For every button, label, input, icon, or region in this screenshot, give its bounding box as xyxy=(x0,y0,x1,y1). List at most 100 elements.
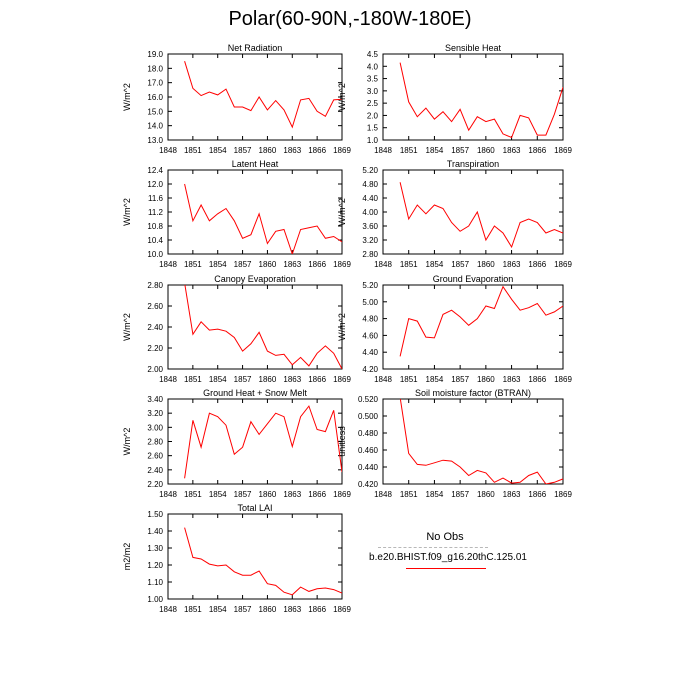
x-tick-label: 1863 xyxy=(503,146,521,155)
x-tick-label: 1854 xyxy=(426,146,444,155)
x-tick-label: 1869 xyxy=(554,490,572,499)
y-tick-label: 2.40 xyxy=(147,323,163,332)
x-tick-label: 1848 xyxy=(159,146,177,155)
x-tick-label: 1851 xyxy=(184,375,202,384)
x-tick-label: 1848 xyxy=(159,605,177,614)
y-tick-label: 3.5 xyxy=(367,75,379,84)
x-tick-label: 1860 xyxy=(259,146,277,155)
plot-frame xyxy=(382,169,564,255)
x-tick-label: 1848 xyxy=(159,490,177,499)
y-tick-label: 0.460 xyxy=(358,446,379,455)
x-tick-label: 1863 xyxy=(283,260,301,269)
x-tick-label: 1866 xyxy=(308,260,326,269)
x-tick-label: 1866 xyxy=(528,375,546,384)
x-tick-label: 1860 xyxy=(477,146,495,155)
y-tick-label: 2.20 xyxy=(147,344,163,353)
chart-title: Ground Evaporation xyxy=(433,274,514,284)
y-tick-label: 3.20 xyxy=(362,236,378,245)
y-tick-label: 1.0 xyxy=(367,136,379,145)
chart-title: Net Radiation xyxy=(228,43,283,53)
y-tick-label: 2.5 xyxy=(367,99,379,108)
y-tick-label: 1.50 xyxy=(147,510,163,519)
y-tick-label: 4.20 xyxy=(362,365,378,374)
y-tick-label: 14.0 xyxy=(147,122,163,131)
series-line xyxy=(184,405,342,479)
plot-frame xyxy=(167,398,343,485)
x-tick-label: 1851 xyxy=(184,260,202,269)
x-tick-label: 1854 xyxy=(426,490,444,499)
x-tick-label: 1857 xyxy=(234,490,252,499)
x-tick-label: 1860 xyxy=(259,260,277,269)
x-tick-label: 1863 xyxy=(283,375,301,384)
x-tick-label: 1866 xyxy=(528,490,546,499)
x-tick-label: 1848 xyxy=(374,375,392,384)
x-tick-label: 1860 xyxy=(477,490,495,499)
plot-frame xyxy=(382,53,564,141)
chart-title: Latent Heat xyxy=(232,159,279,169)
x-tick-label: 1860 xyxy=(259,490,277,499)
x-tick-label: 1869 xyxy=(554,146,572,155)
x-tick-label: 1863 xyxy=(283,146,301,155)
x-tick-label: 1857 xyxy=(451,490,469,499)
series-line xyxy=(399,182,563,249)
x-tick-label: 1854 xyxy=(426,260,444,269)
x-tick-label: 1854 xyxy=(209,375,227,384)
y-tick-label: 3.00 xyxy=(147,423,163,432)
legend-run-line xyxy=(406,568,486,569)
y-tick-label: 2.40 xyxy=(147,466,163,475)
x-tick-label: 1869 xyxy=(333,260,351,269)
series-line xyxy=(184,61,342,129)
y-tick-label: 4.40 xyxy=(362,348,378,357)
x-tick-label: 1866 xyxy=(308,146,326,155)
y-axis-label: W/m^2 xyxy=(122,83,132,111)
x-tick-label: 1848 xyxy=(159,375,177,384)
y-tick-label: 4.40 xyxy=(362,194,378,203)
x-tick-label: 1851 xyxy=(184,146,202,155)
y-axis-label: W/m^2 xyxy=(122,428,132,456)
y-tick-label: 1.20 xyxy=(147,561,163,570)
chart-title: Total LAI xyxy=(237,503,272,513)
x-tick-label: 1851 xyxy=(400,490,418,499)
x-tick-label: 1869 xyxy=(333,146,351,155)
y-tick-label: 0.500 xyxy=(358,412,379,421)
y-tick-label: 4.60 xyxy=(362,331,378,340)
x-tick-label: 1854 xyxy=(209,260,227,269)
x-tick-label: 1863 xyxy=(503,490,521,499)
chart-panel-2: Latent Heat W/m^2 10.0 10.4 10.8 11.2 11.6 12.0… xyxy=(122,159,351,269)
x-tick-label: 1866 xyxy=(308,490,326,499)
x-tick-label: 1866 xyxy=(308,605,326,614)
x-tick-label: 1857 xyxy=(234,146,252,155)
x-tick-label: 1851 xyxy=(400,260,418,269)
x-tick-label: 1869 xyxy=(554,375,572,384)
series-line xyxy=(184,285,342,369)
y-tick-label: 17.0 xyxy=(147,79,163,88)
x-tick-label: 1851 xyxy=(400,146,418,155)
y-tick-label: 18.0 xyxy=(147,64,163,73)
y-tick-label: 5.20 xyxy=(362,281,378,290)
x-tick-label: 1848 xyxy=(159,260,177,269)
x-tick-label: 1869 xyxy=(333,605,351,614)
plot-frame xyxy=(167,169,343,255)
x-tick-label: 1857 xyxy=(451,375,469,384)
y-tick-label: 12.4 xyxy=(147,166,163,175)
chart-panel-0: Net Radiation W/m^2 13.0 14.0 15.0 16.0 17.0 18… xyxy=(122,43,351,155)
x-tick-label: 1860 xyxy=(477,260,495,269)
legend-no-obs-label: No Obs xyxy=(426,531,464,543)
chart-panel-3: Transpiration W/m^2 2.80 3.20 3.60 4.00 4.40 4.… xyxy=(337,159,572,269)
x-tick-label: 1848 xyxy=(374,490,392,499)
x-tick-label: 1866 xyxy=(308,375,326,384)
y-tick-label: 1.10 xyxy=(147,578,163,587)
y-tick-label: 16.0 xyxy=(147,93,163,102)
series-line xyxy=(399,62,563,139)
y-axis-label: W/m^2 xyxy=(337,313,347,341)
x-tick-label: 1860 xyxy=(477,375,495,384)
x-tick-label: 1860 xyxy=(259,605,277,614)
series-line xyxy=(399,285,563,357)
y-tick-label: 15.0 xyxy=(147,107,163,116)
series-line xyxy=(184,527,342,596)
y-tick-label: 0.520 xyxy=(358,395,379,404)
chart-panel-1: Sensible Heat W/m^2 1.0 1.5 2.0 2.5 3.0 3.5 4.0 4… xyxy=(337,43,572,155)
x-tick-label: 1857 xyxy=(234,260,252,269)
y-tick-label: 10.8 xyxy=(147,222,163,231)
